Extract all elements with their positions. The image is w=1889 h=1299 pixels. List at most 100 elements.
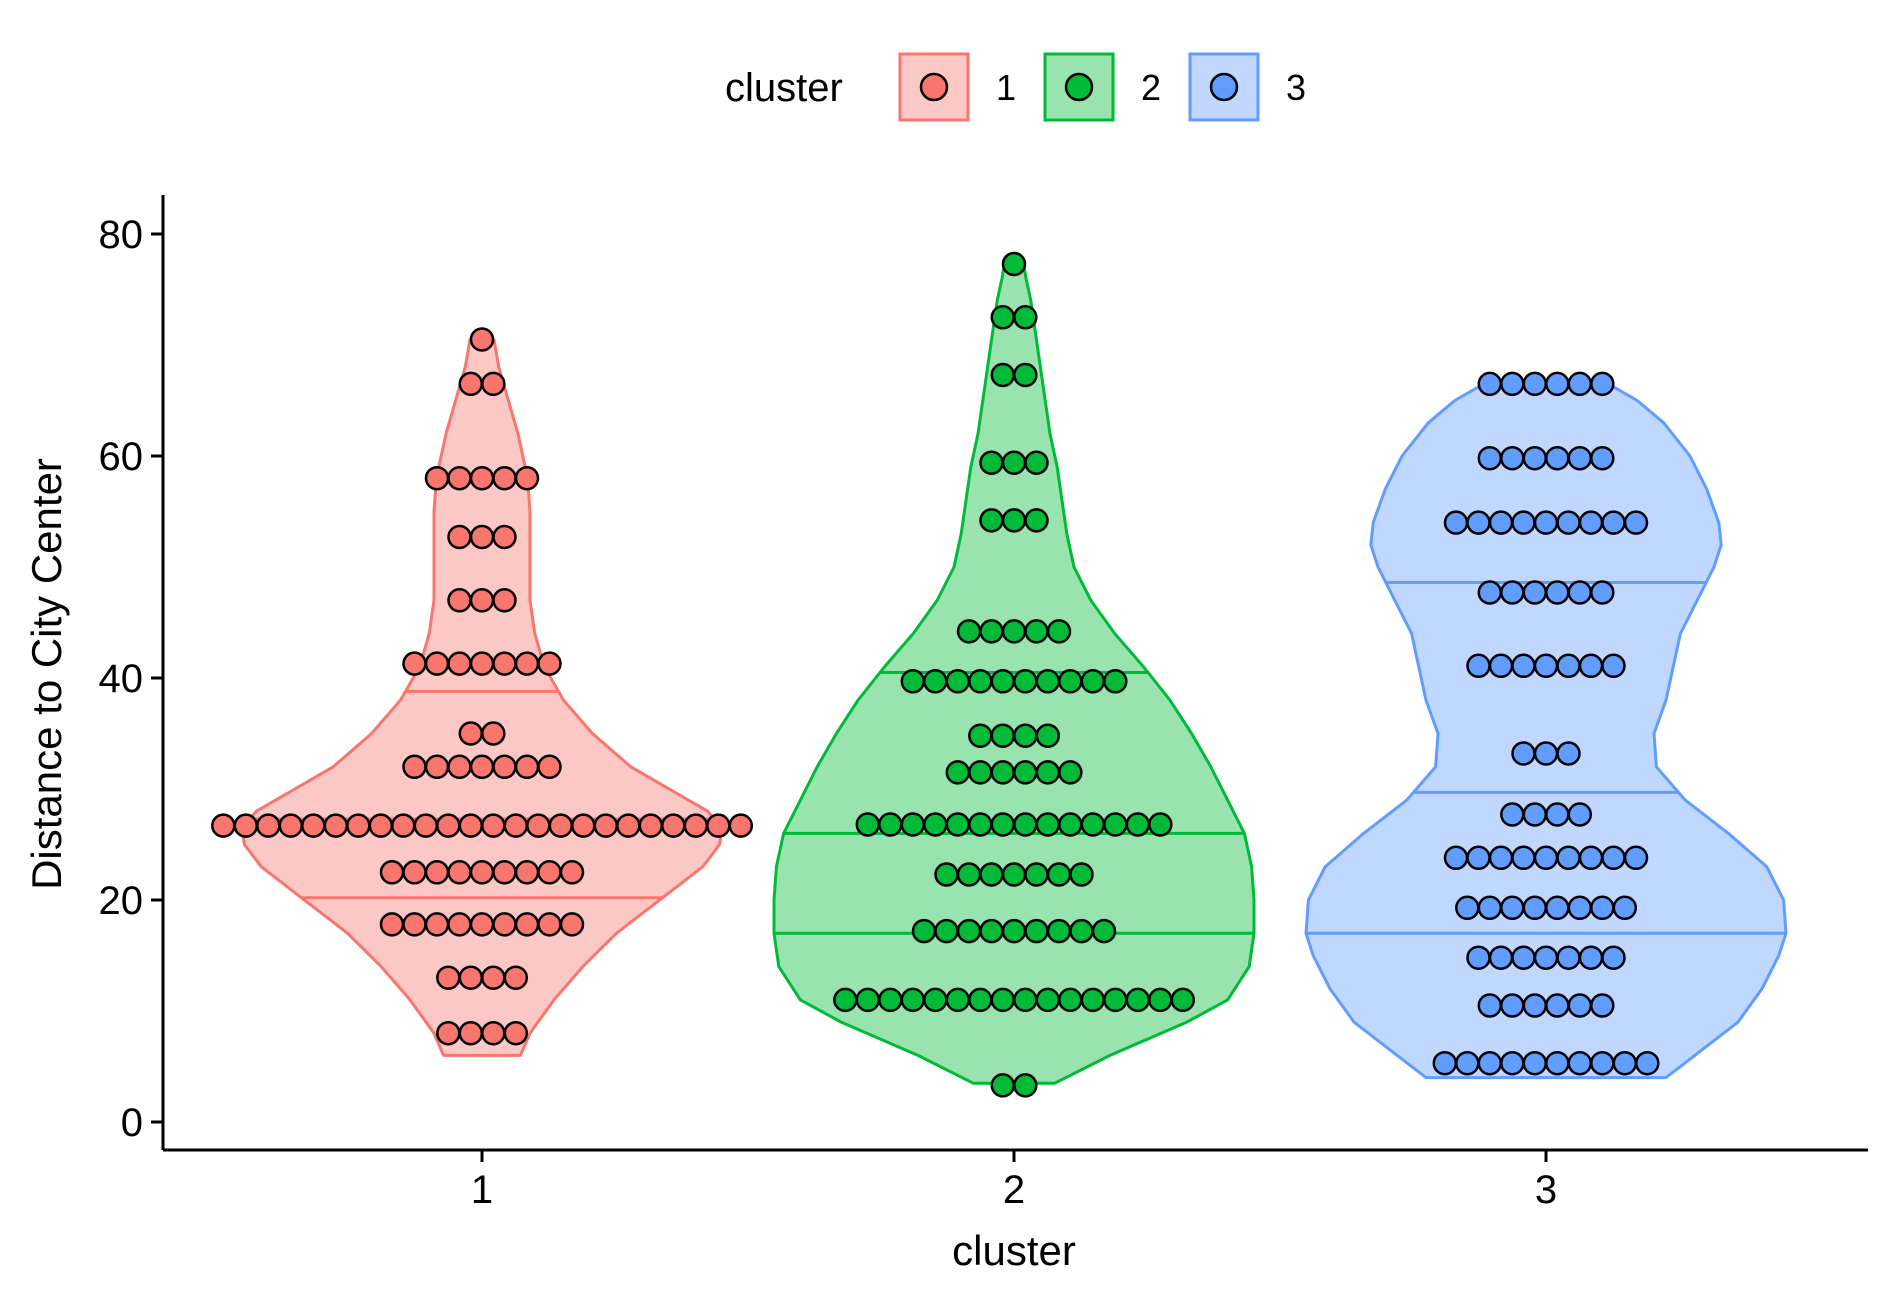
data-point <box>1623 510 1649 535</box>
legend-point <box>919 72 949 102</box>
data-point <box>1590 371 1615 397</box>
data-point <box>447 860 472 885</box>
data-point <box>923 987 948 1013</box>
data-point <box>424 912 450 937</box>
data-point <box>1590 993 1615 1018</box>
violin-3 <box>1304 382 1788 1080</box>
data-point <box>1024 619 1049 644</box>
violin-group-2 <box>772 251 1256 1098</box>
data-point <box>368 813 394 838</box>
data-point <box>979 450 1004 475</box>
data-point <box>481 813 506 838</box>
data-point <box>514 912 540 937</box>
legend-key <box>898 52 970 122</box>
data-point <box>1522 993 1548 1018</box>
data-point <box>1533 510 1559 535</box>
data-point <box>537 860 562 885</box>
data-point <box>1477 445 1503 471</box>
data-point <box>1466 945 1491 970</box>
data-point <box>1567 1050 1593 1076</box>
data-point <box>1500 802 1525 827</box>
data-point <box>1477 371 1503 397</box>
data-point <box>956 862 982 887</box>
data-point <box>469 651 495 676</box>
data-point <box>1013 723 1038 748</box>
data-point <box>968 723 993 748</box>
legend-entry-3: 3 <box>1188 52 1306 122</box>
data-point <box>1500 1050 1525 1076</box>
data-point <box>458 1020 484 1046</box>
data-point <box>514 754 540 780</box>
data-point <box>469 524 495 550</box>
data-point <box>1511 741 1536 766</box>
data-point <box>1578 510 1604 535</box>
data-point <box>1590 1050 1615 1076</box>
data-point <box>492 588 517 613</box>
y-tick-label: 0 <box>121 1101 143 1145</box>
data-point <box>447 912 472 937</box>
data-point <box>878 987 903 1013</box>
x-tick-label: 2 <box>1003 1168 1025 1212</box>
data-point <box>537 651 562 676</box>
data-point <box>391 813 416 838</box>
data-point <box>424 651 450 676</box>
data-point <box>447 465 472 491</box>
x-tick-label: 3 <box>1535 1168 1557 1212</box>
data-point <box>1477 580 1503 605</box>
data-point <box>990 1073 1016 1098</box>
data-point <box>1432 1050 1458 1076</box>
data-point <box>945 812 971 837</box>
data-point <box>1545 802 1570 827</box>
data-point <box>1455 1050 1480 1076</box>
data-point <box>469 860 495 885</box>
data-point <box>1148 987 1173 1013</box>
data-point <box>1013 760 1038 785</box>
data-point <box>1556 510 1581 535</box>
data-point <box>1578 653 1604 679</box>
data-point <box>990 760 1016 785</box>
data-point <box>233 813 259 838</box>
data-point <box>402 651 427 676</box>
data-point <box>1522 371 1548 397</box>
data-point <box>458 813 484 838</box>
data-point <box>402 912 427 937</box>
data-point <box>1035 669 1061 694</box>
data-point <box>548 813 574 838</box>
data-point <box>1567 445 1593 471</box>
data-point <box>979 619 1004 644</box>
data-point <box>990 723 1016 748</box>
data-point <box>990 305 1016 330</box>
data-point <box>1545 895 1570 921</box>
data-point <box>1170 987 1196 1013</box>
data-point <box>1046 619 1072 644</box>
data-point <box>1488 653 1514 679</box>
data-point <box>346 813 371 838</box>
y-tick-label: 60 <box>99 435 144 479</box>
data-point <box>855 987 881 1013</box>
x-tick-label: 1 <box>471 1168 493 1212</box>
data-point <box>979 508 1004 533</box>
data-point <box>616 813 641 838</box>
data-point <box>1069 918 1094 944</box>
data-point <box>1024 450 1049 475</box>
data-point <box>436 813 461 838</box>
data-point <box>424 465 450 491</box>
axes: 0 20 40 60 80 1 2 3 <box>99 195 1868 1212</box>
data-point <box>1477 993 1503 1018</box>
data-point <box>1545 445 1570 471</box>
data-point <box>1001 918 1027 944</box>
data-point <box>1567 580 1593 605</box>
data-point <box>1545 580 1570 605</box>
data-point <box>1500 445 1525 471</box>
data-point <box>1103 987 1128 1013</box>
data-point <box>379 912 405 937</box>
legend-entry-2: 2 <box>1043 52 1161 122</box>
data-point <box>945 987 971 1013</box>
legend-label: 1 <box>996 67 1016 108</box>
y-axis-title: Distance to City Center <box>23 458 70 890</box>
data-point <box>1590 580 1615 605</box>
data-point <box>593 813 619 838</box>
data-point <box>424 860 450 885</box>
data-point <box>481 965 506 990</box>
data-point <box>211 813 236 838</box>
